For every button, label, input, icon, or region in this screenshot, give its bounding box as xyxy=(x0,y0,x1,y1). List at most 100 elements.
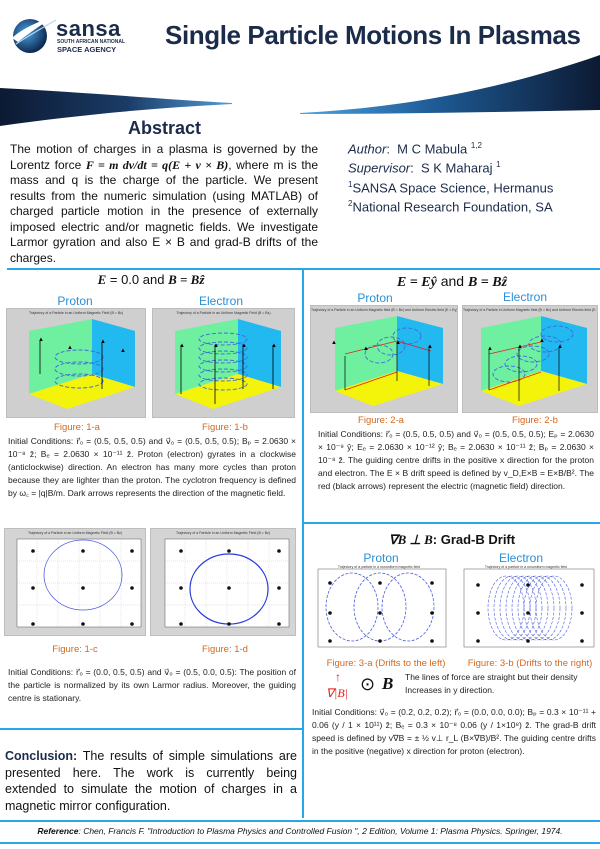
figure-3b-plot: Trajectory of a particle in a nonuniform… xyxy=(454,563,598,655)
figure-1b-plot: Trajectory of a Particle in an Uniform M… xyxy=(152,308,295,418)
svg-text:▲: ▲ xyxy=(100,339,106,345)
divider-center xyxy=(302,268,304,818)
affiliation-2-sup: 2 xyxy=(348,198,353,208)
figure-1a-plot: Trajectory of a Particle in an Uniform M… xyxy=(6,308,146,418)
sansa-globe-icon xyxy=(12,14,58,53)
section3-description: Initial Conditions: v⃗₀ = (0.2, 0.2, 0.2… xyxy=(312,707,596,756)
affiliation-2: 2National Research Foundation, SA xyxy=(348,196,598,215)
section1-title-mid: = 0.0 and xyxy=(106,272,169,287)
figure-1d-plot: Trajectory of a Particle in an Uniform M… xyxy=(150,528,296,636)
svg-text:▲: ▲ xyxy=(241,343,247,349)
gradb-drift-electron-graphic xyxy=(463,568,595,648)
svg-text:▲: ▲ xyxy=(363,346,369,352)
author-sup: 1,2 xyxy=(470,141,482,150)
conclusion-label: Conclusion: xyxy=(5,749,78,763)
figure-3a-caption: Figure: 3-a (Drifts to the left) xyxy=(326,658,446,669)
svg-text:▲: ▲ xyxy=(557,344,563,350)
author-block: Author: M C Mabula 1,2 Supervisor: S K M… xyxy=(348,138,598,215)
supervisor-label: Supervisor xyxy=(348,160,411,176)
svg-text:▲: ▲ xyxy=(539,338,545,344)
section3-title: ∇B ⊥ B: Grad-B Drift xyxy=(304,532,600,548)
svg-text:▲: ▲ xyxy=(427,344,433,350)
divider-reference-top xyxy=(0,820,600,822)
svg-text:▲: ▲ xyxy=(271,343,277,349)
circular-orbit-proton-graphic xyxy=(16,538,142,628)
logo-subtitle-1: SOUTH AFRICAN NATIONAL xyxy=(57,39,126,45)
svg-text:▲: ▲ xyxy=(67,345,73,351)
svg-text:▲: ▲ xyxy=(395,340,401,346)
figure-3a-plot-title: Trajectory of a particle in a nonuniform… xyxy=(337,565,421,569)
divider-left-edge xyxy=(302,268,304,270)
b-field-label: B xyxy=(382,674,394,693)
figure-1c-plot-title: Trajectory of a Particle in an Uniform M… xyxy=(27,531,123,535)
conclusion-block: Conclusion: The results of simple simula… xyxy=(5,748,297,814)
figure-3b-caption: Figure: 3-b (Drifts to the right) xyxy=(467,658,593,669)
supervisor-line: Supervisor: S K Maharaj 1 xyxy=(348,160,501,176)
svg-text:▲: ▲ xyxy=(38,337,44,343)
section1-title: E = 0.0 and B = Bẑ xyxy=(0,272,302,288)
section1-electron-label: Electron xyxy=(198,294,244,308)
svg-text:▲: ▲ xyxy=(179,343,185,349)
field-line-note: The lines of force are straight but thei… xyxy=(405,672,578,695)
affiliation-1-sup: 1 xyxy=(348,179,353,189)
divider-left-bottom xyxy=(0,728,302,730)
section2-electron-label: Electron xyxy=(502,290,548,304)
figure-1d-plot-title: Trajectory of a Particle in an Uniform M… xyxy=(175,531,271,535)
section1-proton-label: Proton xyxy=(57,294,93,308)
affiliation-1-text: SANSA Space Science, Hermanus xyxy=(352,179,554,195)
figure-1b-plot-title: Trajectory of a Particle in an Uniform M… xyxy=(176,311,271,315)
circular-orbit-electron-graphic xyxy=(164,538,290,628)
affiliation-1: 1SANSA Space Science, Hermanus xyxy=(348,177,598,196)
svg-text:▲: ▲ xyxy=(331,340,337,346)
reference-line: Reference: Chen, Francis F. "Introductio… xyxy=(0,826,600,836)
figure-2b-plot-title: Trajectory of a Particle in Uniform Magn… xyxy=(463,308,598,312)
svg-text:▲: ▲ xyxy=(487,346,493,352)
figure-2a-caption: Figure: 2-a xyxy=(358,415,404,426)
figure-1a-caption: Figure: 1-a xyxy=(54,422,100,433)
exb-drift-electron-graphic: ▲ ▲ ▲ ▲ xyxy=(481,316,587,406)
divider-right-mid xyxy=(302,522,600,524)
section1-description-2: Initial Conditions: r⃗₀ = (0.0, 0.5, 0.5… xyxy=(8,667,296,703)
section1-title-b: B = Bẑ xyxy=(168,272,205,287)
sansa-logo: sansa SOUTH AFRICAN NATIONAL SPACE AGENC… xyxy=(8,8,130,58)
figure-3b-plot-title: Trajectory of a particle in a nonuniform… xyxy=(484,565,568,569)
odot-out-of-page-icon: ⊙ xyxy=(360,674,376,694)
figure-1b-caption: Figure: 1-b xyxy=(202,422,248,433)
abstract-heading: Abstract xyxy=(128,118,202,138)
section1-title-e: E xyxy=(97,272,107,287)
section2-title: E = Eŷ and B = Bẑ xyxy=(304,273,600,291)
helix-3d-proton-graphic: ▲ ▲ ▲ ▲ xyxy=(29,319,135,409)
figure-2a-plot: Trajectory of a Particle in an Uniform M… xyxy=(310,305,458,413)
supervisor-name: S K Maharaj xyxy=(420,160,493,176)
abstract-text-part1: The motion of charges in a plasma is gov… xyxy=(10,142,318,172)
figure-1c-caption: Figure: 1-c xyxy=(52,644,98,655)
section3-title-text: : Grad-B Drift xyxy=(432,532,516,547)
author-name: M C Mabula xyxy=(397,141,468,157)
figure-3a-plot: Trajectory of a particle in a nonuniform… xyxy=(308,563,450,655)
svg-text:▲: ▲ xyxy=(517,344,523,350)
section2-title-e: E = Eŷ xyxy=(396,275,437,290)
section3-proton-label: Proton xyxy=(363,551,399,565)
reference-text: : Chen, Francis F. "Introduction to Plas… xyxy=(78,826,563,836)
affiliation-2-text: National Research Foundation, SA xyxy=(352,199,553,215)
grad-b-label: ∇|B| xyxy=(326,686,348,700)
lorentz-formula: F = m dv/dt = q(E + v × B) xyxy=(85,157,229,172)
divider-reference-bottom xyxy=(0,842,600,844)
up-arrow-icon: ↑ xyxy=(335,670,341,684)
author-line: Author: M C Mabula 1,2 xyxy=(348,141,482,157)
exb-drift-proton-graphic: ▲ ▲ ▲ ▲ xyxy=(331,316,443,406)
logo-wordmark: sansa xyxy=(56,16,121,41)
conclusion-text: The results of simple simulations are pr… xyxy=(5,749,297,813)
figure-2b-plot: Trajectory of a Particle in Uniform Magn… xyxy=(462,305,598,413)
helix-3d-electron-graphic: ▲ ▲ ▲ ▲ xyxy=(175,319,281,409)
abstract-text: The motion of charges in a plasma is gov… xyxy=(10,142,318,266)
section2-proton-label: Proton xyxy=(357,291,393,305)
figure-1a-plot-title: Trajectory of a Particle in an Uniform M… xyxy=(28,311,124,315)
figure-1c-plot: Trajectory of a Particle in an Uniform M… xyxy=(4,528,146,636)
section3-electron-label: Electron xyxy=(498,551,544,565)
supervisor-sup: 1 xyxy=(496,160,501,170)
section3-title-math: ∇B ⊥ B xyxy=(388,532,433,547)
gradb-drift-proton-graphic xyxy=(317,568,447,648)
figure-2a-plot-title: Trajectory of a Particle in an Uniform M… xyxy=(311,308,458,312)
figure-1d-caption: Figure: 1-d xyxy=(202,644,248,655)
